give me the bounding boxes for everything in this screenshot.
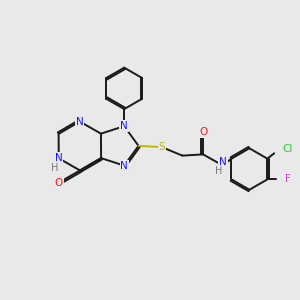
Text: H: H [215, 166, 223, 176]
Text: H: H [51, 163, 58, 173]
Text: S: S [158, 142, 165, 152]
Text: Cl: Cl [282, 144, 292, 154]
Text: O: O [55, 178, 63, 188]
Text: N: N [120, 121, 128, 131]
Text: O: O [199, 128, 207, 137]
Text: N: N [76, 116, 84, 127]
Text: N: N [120, 160, 128, 171]
Text: F: F [285, 174, 291, 184]
Text: N: N [55, 153, 63, 163]
Text: N: N [219, 157, 227, 167]
